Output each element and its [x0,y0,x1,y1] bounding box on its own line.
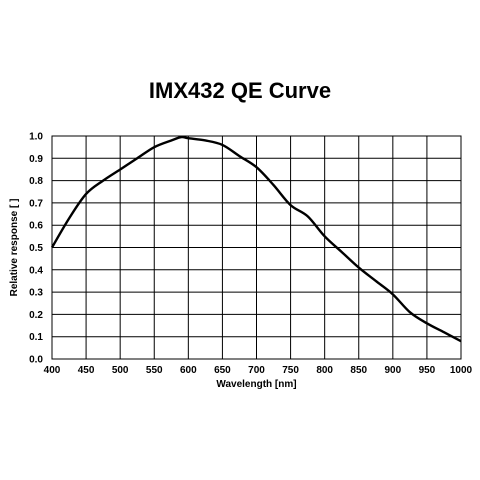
x-axis-label: Wavelength [nm] [216,379,296,390]
y-tick-label: 0.7 [29,198,43,209]
chart-title: IMX432 QE Curve [148,78,332,103]
y-tick-label: 0.0 [29,355,43,366]
x-tick-label: 400 [44,365,61,376]
x-tick-label: 850 [350,365,367,376]
x-tick-label: 600 [180,365,197,376]
grid [51,135,462,360]
y-tick-label: 0.4 [29,265,43,276]
y-tick-label: 0.8 [29,176,43,187]
x-tick-label: 650 [214,365,231,376]
qe-series-line [50,135,462,343]
x-tick-label: 950 [419,365,436,376]
y-tick-label: 0.6 [29,221,43,232]
x-tick-label: 550 [146,365,163,376]
y-tick-label: 0.5 [29,243,43,254]
x-tick-label: 700 [248,365,265,376]
series-layer [50,135,462,343]
y-tick-label: 0.9 [29,154,43,165]
y-tick-label: 1.0 [29,132,43,143]
tick-labels: 400 450 500 550 600 650 700 750 800 850 900 950 1000… [29,132,472,377]
y-tick-label: 0.3 [29,288,43,299]
x-tick-label: 500 [112,365,129,376]
x-tick-label: 900 [384,365,401,376]
y-tick-label: 0.2 [29,310,43,321]
x-tick-label: 450 [78,365,95,376]
x-tick-label: 1000 [450,365,473,376]
x-tick-label: 750 [282,365,299,376]
x-tick-label: 800 [316,365,333,376]
y-tick-label: 0.1 [29,332,43,343]
y-axis-label: Relative response [ ] [9,199,20,297]
